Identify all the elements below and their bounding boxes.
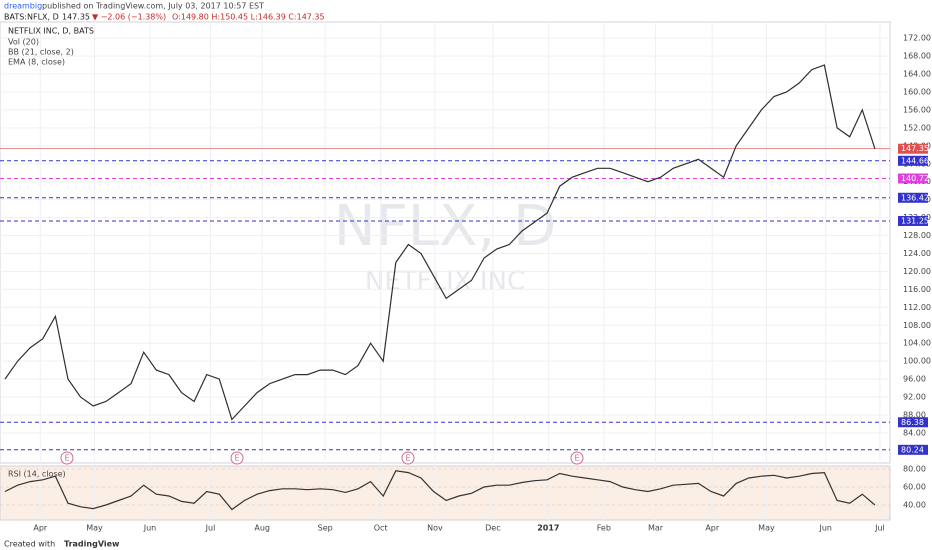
level-tag [898,173,928,184]
earnings-label: E [64,454,69,463]
level-label: 140.72 [901,174,929,183]
level-tag [898,143,928,154]
earnings-marker [570,451,584,465]
y-tick-label: 160.00 [903,87,931,96]
level-label: 136.42 [901,193,929,202]
y-tick-label: 116.00 [903,285,931,294]
x-tick-label: Jun [818,524,832,533]
earnings-marker [230,451,244,465]
y-tick-label: 124.00 [903,249,931,258]
legend-item: EMA (8, close) [8,58,65,67]
x-tick-label: Oct [374,524,388,533]
y-tick-label: 172.00 [903,34,931,43]
x-tick-label: Dec [485,524,500,533]
y-tick-label: 156.00 [903,105,931,114]
x-tick-label: Mar [648,524,664,533]
series-line [4,470,876,511]
level-tag [898,192,928,203]
x-tick-label: Aug [254,524,270,533]
y-tick-label: 84.00 [903,428,926,437]
y-tick-label: 80.00 [903,464,926,473]
author[interactable]: dreambig [4,2,42,11]
legend-item: BB (21, close, 2) [8,48,74,57]
level-label: 131.25 [901,216,929,225]
legend-title: NETFLIX INC, D, BATS [8,27,94,36]
x-tick-label: Sep [318,524,333,533]
level-label: 144.66 [901,156,929,165]
level-label: 147.35 [901,144,929,153]
x-tick-label: Jun [143,524,157,533]
x-tick-label: Jul [205,524,216,533]
x-tick-label: 2017 [537,524,559,533]
rsi-pane [0,465,891,521]
y-tick-label: 96.00 [903,375,926,384]
y-tick-label: 112.00 [903,303,931,312]
y-tick-label: 168.00 [903,52,931,61]
x-tick-label: Jul [874,524,885,533]
level-tag [898,155,928,166]
y-tick-label: 104.00 [903,339,931,348]
earnings-marker [401,451,415,465]
y-tick-label: 92.00 [903,393,926,402]
y-tick-label: 60.00 [903,482,926,491]
level-tag [898,444,928,455]
level-label: 86.38 [901,418,924,427]
y-tick-label: 100.00 [903,357,931,366]
price: 147.35 [62,13,90,22]
ohlc: O:149.80 H:150.45 L:146.39 C:147.35 [172,13,325,22]
legend-item: Vol (20) [8,38,39,47]
rsi-title: RSI (14, close) [8,470,66,479]
y-tick-label: 40.00 [903,500,926,509]
earnings-label: E [405,454,410,463]
series-line [4,64,876,421]
earnings-label: E [234,454,239,463]
level-tag [898,215,928,226]
y-tick-label: 88.00 [903,410,926,419]
y-tick-label: 120.00 [903,267,931,276]
level-label: 80.24 [901,445,924,454]
level-tag [898,417,928,428]
x-tick-label: May [86,524,103,533]
x-tick-label: Feb [597,524,611,533]
price-pane [0,21,891,464]
earnings-label: E [574,454,579,463]
y-tick-label: 108.00 [903,321,931,330]
footer-created: Created with [4,540,55,549]
y-tick-label: 164.00 [903,70,931,79]
x-tick-label: Apr [705,524,720,533]
y-tick-label: 128.00 [903,231,931,240]
published: published on TradingView.com, July 03, 2… [42,2,264,11]
footer-brand: TradingView [64,540,120,549]
y-tick-label: 152.00 [903,123,931,132]
x-tick-label: Apr [33,524,48,533]
x-tick-label: May [758,524,775,533]
symbol: BATS:NFLX, D [4,13,59,22]
earnings-marker [60,451,74,465]
x-tick-label: Nov [427,524,443,533]
change: ▼ −2.06 (−1.38%) [92,13,166,22]
watermark: NFLX, D [334,194,556,259]
